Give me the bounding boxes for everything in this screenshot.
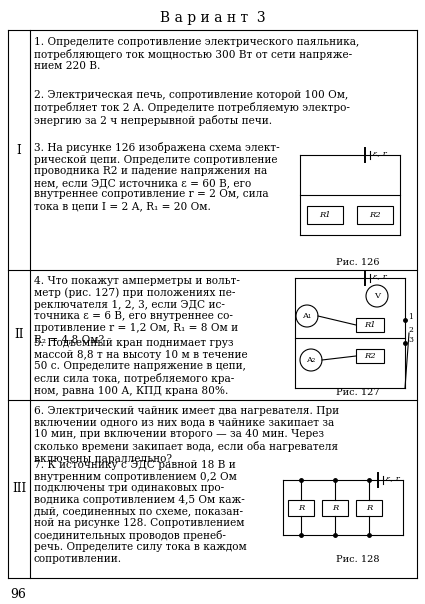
Text: ε, r: ε, r (373, 149, 387, 157)
Bar (356, 318, 384, 332)
Text: ε, r: ε, r (386, 474, 400, 482)
Text: R2: R2 (364, 352, 376, 360)
Text: 1. Определите сопротивление электрического паяльника,
потребляющего ток мощность: 1. Определите сопротивление электрическо… (34, 37, 359, 71)
Text: 4. Что покажут амперметры и вольт-
метр (рис. 127) при положениях пе-
реключател: 4. Что покажут амперметры и вольт- метр … (34, 276, 240, 345)
Text: ε, r: ε, r (373, 272, 387, 280)
Bar (307, 206, 343, 224)
Text: A₁: A₁ (302, 312, 312, 320)
Text: Рис. 127: Рис. 127 (336, 388, 380, 397)
Text: 96: 96 (10, 588, 26, 601)
Bar (322, 500, 348, 515)
Text: II: II (14, 329, 24, 341)
Bar (357, 206, 393, 224)
Text: I: I (17, 144, 21, 156)
Text: R2: R2 (369, 211, 381, 219)
Text: 6. Электрический чайник имеет два нагревателя. При
включении одного из них вода : 6. Электрический чайник имеет два нагрев… (34, 406, 339, 464)
Text: R: R (332, 504, 338, 512)
Text: R1: R1 (319, 211, 331, 219)
Text: R1: R1 (364, 321, 376, 329)
Text: R: R (366, 504, 372, 512)
Text: В а р и а н т  3: В а р и а н т 3 (160, 11, 265, 25)
Bar (356, 500, 382, 515)
Text: III: III (12, 483, 26, 495)
Text: R: R (298, 504, 304, 512)
Bar (356, 349, 384, 363)
Text: 3: 3 (408, 336, 413, 344)
Bar (288, 500, 314, 515)
Text: Рис. 126: Рис. 126 (336, 258, 380, 267)
Text: 7. К источнику с ЭДС равной 18 В и
внутренним сопротивлением 0,2 Ом
подключены т: 7. К источнику с ЭДС равной 18 В и внутр… (34, 460, 247, 564)
Text: 2: 2 (408, 326, 413, 334)
Text: Рис. 128: Рис. 128 (336, 555, 380, 564)
Text: 2. Электрическая печь, сопротивление которой 100 Ом,
потребляет ток 2 А. Определ: 2. Электрическая печь, сопротивление кот… (34, 90, 350, 126)
Text: V: V (374, 292, 380, 300)
Text: 5. Подъемный кран поднимает груз
массой 8,8 т на высоту 10 м в течение
50 с. Опр: 5. Подъемный кран поднимает груз массой … (34, 338, 248, 396)
Text: 3. На рисунке 126 изображена схема элект-
рической цепи. Определите сопротивлени: 3. На рисунке 126 изображена схема элект… (34, 142, 280, 211)
Text: A₂: A₂ (306, 356, 316, 364)
Text: 1: 1 (408, 313, 413, 321)
